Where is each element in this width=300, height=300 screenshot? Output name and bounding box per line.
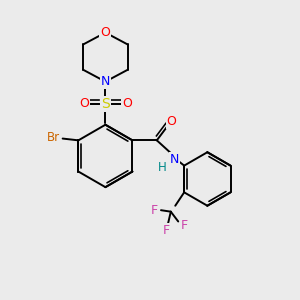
Text: S: S: [101, 97, 110, 111]
Text: Br: Br: [46, 131, 60, 144]
Text: N: N: [170, 153, 179, 166]
Text: F: F: [163, 224, 170, 238]
Text: O: O: [100, 26, 110, 39]
Text: F: F: [181, 218, 188, 232]
Text: N: N: [101, 75, 110, 88]
Text: O: O: [122, 98, 132, 110]
Text: O: O: [79, 98, 89, 110]
Text: O: O: [167, 115, 177, 128]
Text: H: H: [158, 160, 167, 174]
Text: F: F: [151, 204, 158, 217]
